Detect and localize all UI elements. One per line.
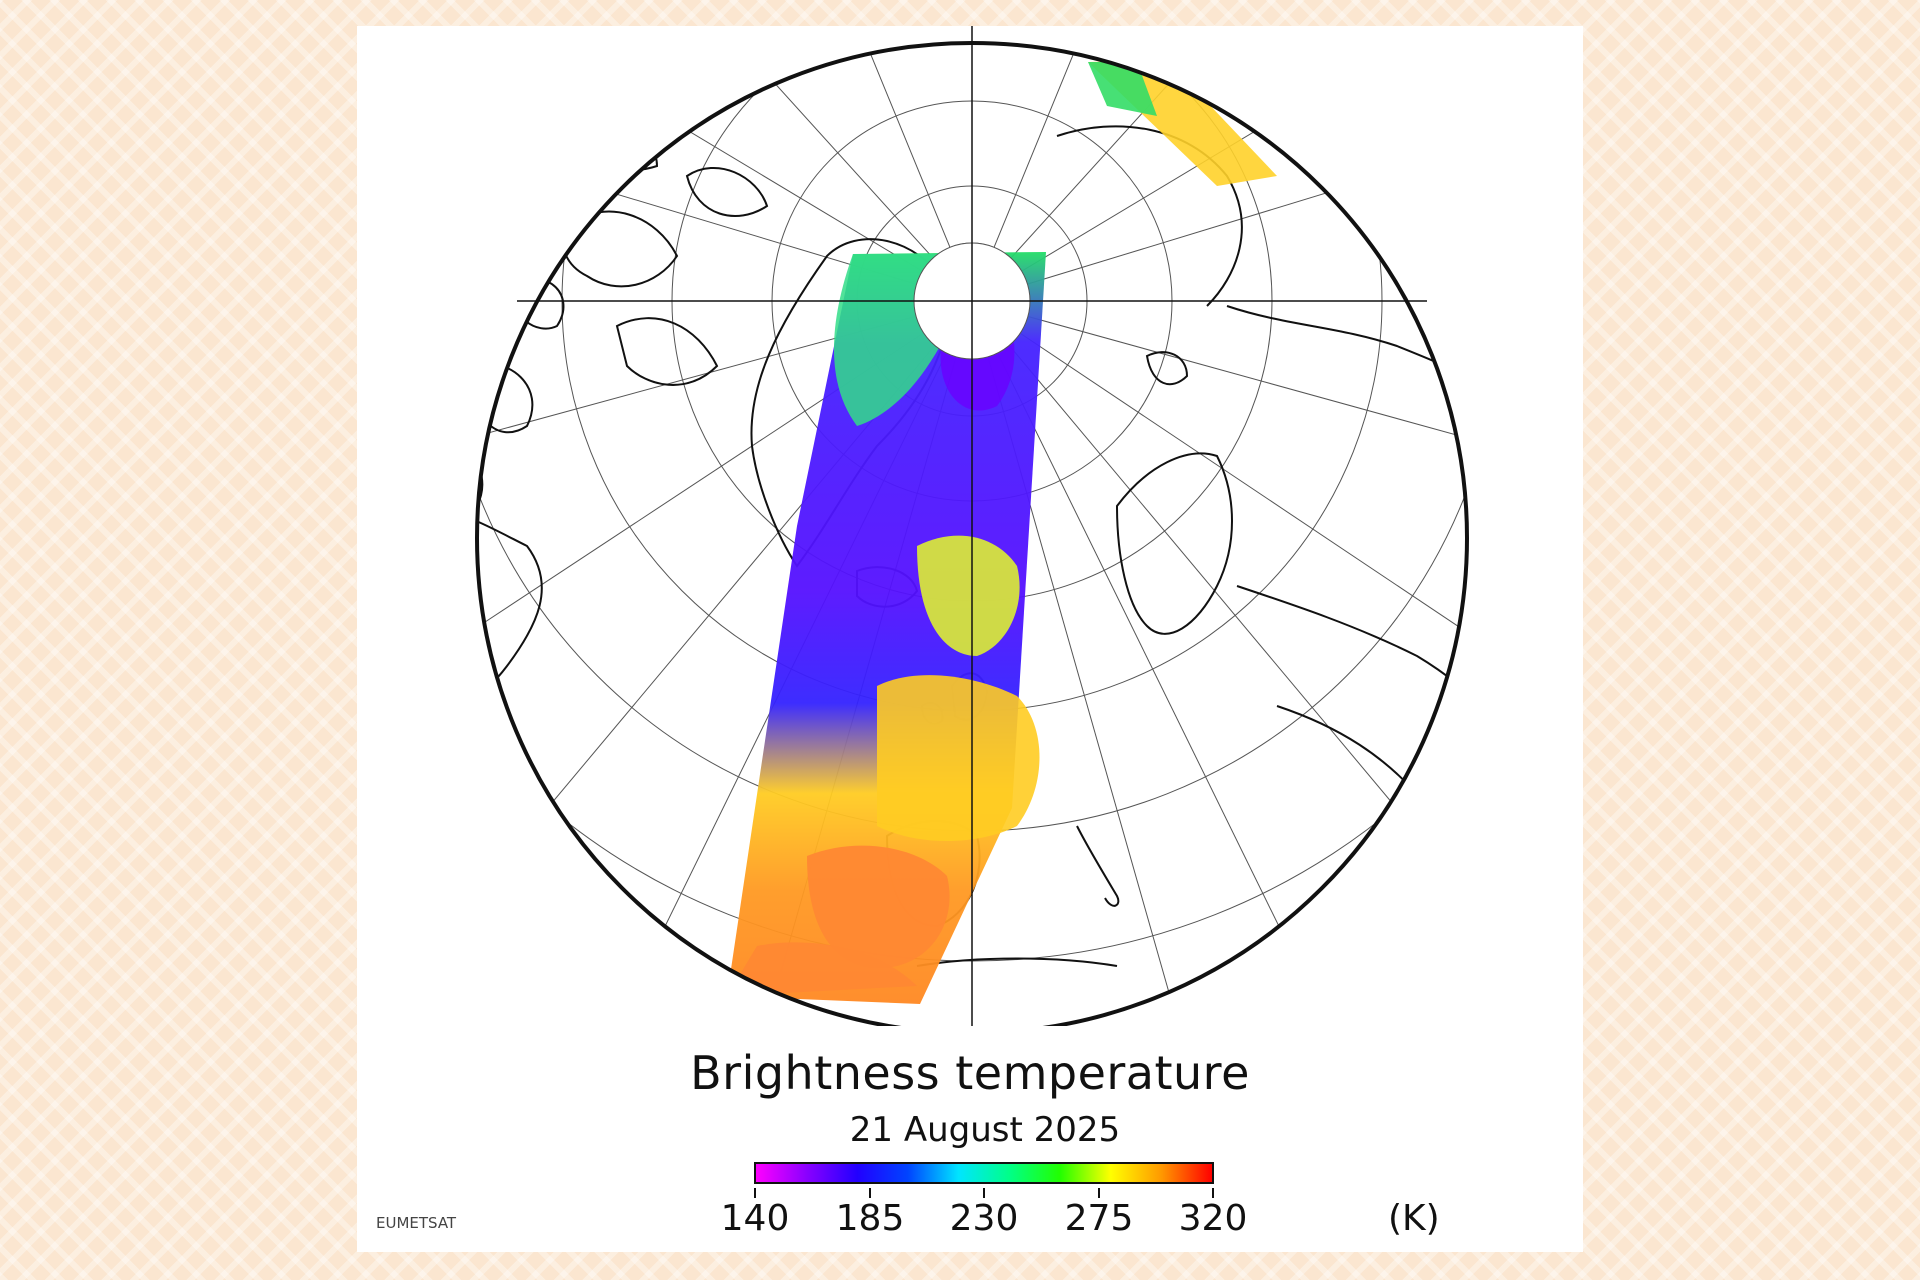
brightness-swath [727, 60, 1277, 1004]
colorbar-tick [754, 1188, 756, 1198]
colorbar-tick [1098, 1188, 1100, 1198]
polar-map [475, 26, 1469, 1026]
chart-title: Brightness temperature [690, 1046, 1250, 1100]
colorbar-tick [1212, 1188, 1214, 1198]
chart-date: 21 August 2025 [849, 1110, 1121, 1150]
colorbar-tick [983, 1188, 985, 1198]
credit-text: EUMETSAT [376, 1214, 457, 1232]
colorbar-tick-label-320: 320 [1178, 1198, 1248, 1239]
colorbar-unit: (K) [1388, 1198, 1440, 1239]
map-panel: Brightness temperature 21 August 2025 14… [357, 26, 1583, 1252]
colorbar-tick [869, 1188, 871, 1198]
colorbar-tick-label-140: 140 [720, 1198, 790, 1239]
colorbar-tick-label-230: 230 [949, 1198, 1019, 1239]
colorbar-tick-label-185: 185 [835, 1198, 905, 1239]
map-contents [477, 43, 1467, 1026]
colorbar-tick-label-275: 275 [1064, 1198, 1134, 1239]
colorbar [754, 1162, 1214, 1184]
